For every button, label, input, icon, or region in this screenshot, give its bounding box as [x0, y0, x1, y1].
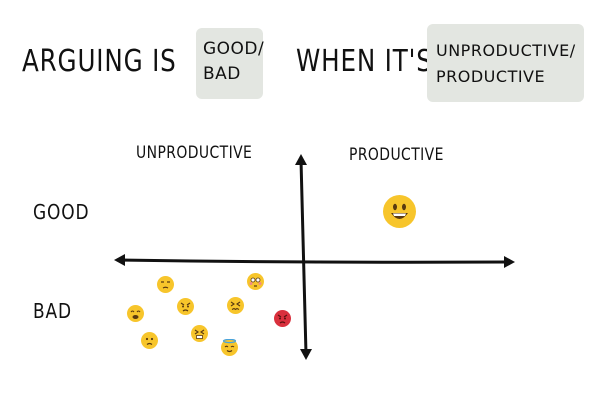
unamused-face-icon: [157, 276, 174, 293]
grinning-face-icon: [383, 195, 416, 228]
right-arrow-head: [504, 256, 515, 268]
pouting-face-icon: [274, 310, 291, 327]
option-chip-bad-label: BAD: [203, 64, 241, 84]
option-chip-good-label: GOOD/: [203, 39, 265, 59]
row-label-good: GOOD: [33, 200, 90, 224]
down-arrow-head: [300, 349, 312, 360]
option-chip-productivity: [427, 24, 584, 102]
vertical-axis: [299, 158, 308, 356]
option-chip-productive-label: PRODUCTIVE: [436, 67, 546, 86]
frowning-face-icon: [141, 332, 158, 349]
column-label-unproductive: UNPRODUCTIVE: [136, 143, 253, 163]
flushed-face-icon: [247, 273, 264, 290]
left-arrow-head: [114, 254, 125, 266]
option-chip-unproductive-label: UNPRODUCTIVE/: [436, 41, 576, 60]
angry-face-icon: [177, 298, 194, 315]
weary-face-icon: [127, 305, 144, 322]
option-chip-good-bad: [196, 28, 263, 99]
title-middle: WHEN IT'S: [296, 44, 433, 79]
horizontal-axis: [118, 258, 512, 264]
confounded-face-icon: [227, 297, 244, 314]
up-arrow-head: [295, 154, 307, 165]
halo-face-icon: [221, 338, 238, 356]
persevering-face-icon: [191, 325, 208, 342]
row-label-bad: BAD: [33, 299, 72, 323]
column-label-productive: PRODUCTIVE: [349, 145, 444, 165]
title-prefix: ARGUING IS: [22, 44, 177, 79]
